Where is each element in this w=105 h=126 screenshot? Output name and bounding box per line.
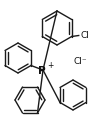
Text: P: P xyxy=(38,66,46,76)
Text: +: + xyxy=(47,61,53,71)
Text: Cl: Cl xyxy=(81,31,90,40)
Text: Cl⁻: Cl⁻ xyxy=(73,57,87,67)
